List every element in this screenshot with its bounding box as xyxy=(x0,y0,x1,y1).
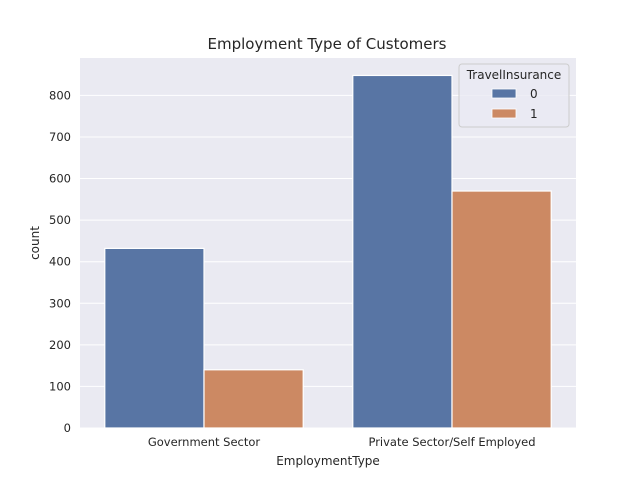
legend-swatch-0 xyxy=(491,88,517,99)
x-tick-label: Private Sector/Self Employed xyxy=(368,435,535,449)
y-tick-label: 100 xyxy=(49,379,71,393)
bar-1-0 xyxy=(203,369,304,429)
bar-0-0 xyxy=(104,247,205,429)
x-tick-label: Government Sector xyxy=(148,435,261,449)
y-axis-ticks: 0 100 200 300 400 500 600 700 800 xyxy=(49,88,71,435)
x-axis-ticks: Government Sector Private Sector/Self Emp… xyxy=(148,435,536,449)
legend-label-0: 0 xyxy=(530,87,538,101)
y-axis-label: count xyxy=(28,226,42,260)
y-tick-label: 500 xyxy=(49,213,71,227)
y-tick-label: 200 xyxy=(49,338,71,352)
bar-1-1 xyxy=(451,190,552,429)
chart-title: Employment Type of Customers xyxy=(208,35,447,53)
legend: TravelInsurance 0 1 xyxy=(458,63,570,128)
legend-swatch-1 xyxy=(491,108,517,119)
y-tick-label: 0 xyxy=(64,421,71,435)
bars xyxy=(104,74,552,429)
x-axis-label: EmploymentType xyxy=(276,454,380,468)
y-tick-label: 300 xyxy=(49,296,71,310)
y-tick-label: 800 xyxy=(49,88,71,102)
bar-0-1 xyxy=(352,74,453,429)
y-tick-label: 600 xyxy=(49,172,71,186)
y-tick-label: 700 xyxy=(49,130,71,144)
legend-label-1: 1 xyxy=(530,107,538,121)
y-tick-label: 400 xyxy=(49,255,71,269)
legend-title: TravelInsurance xyxy=(466,68,562,82)
